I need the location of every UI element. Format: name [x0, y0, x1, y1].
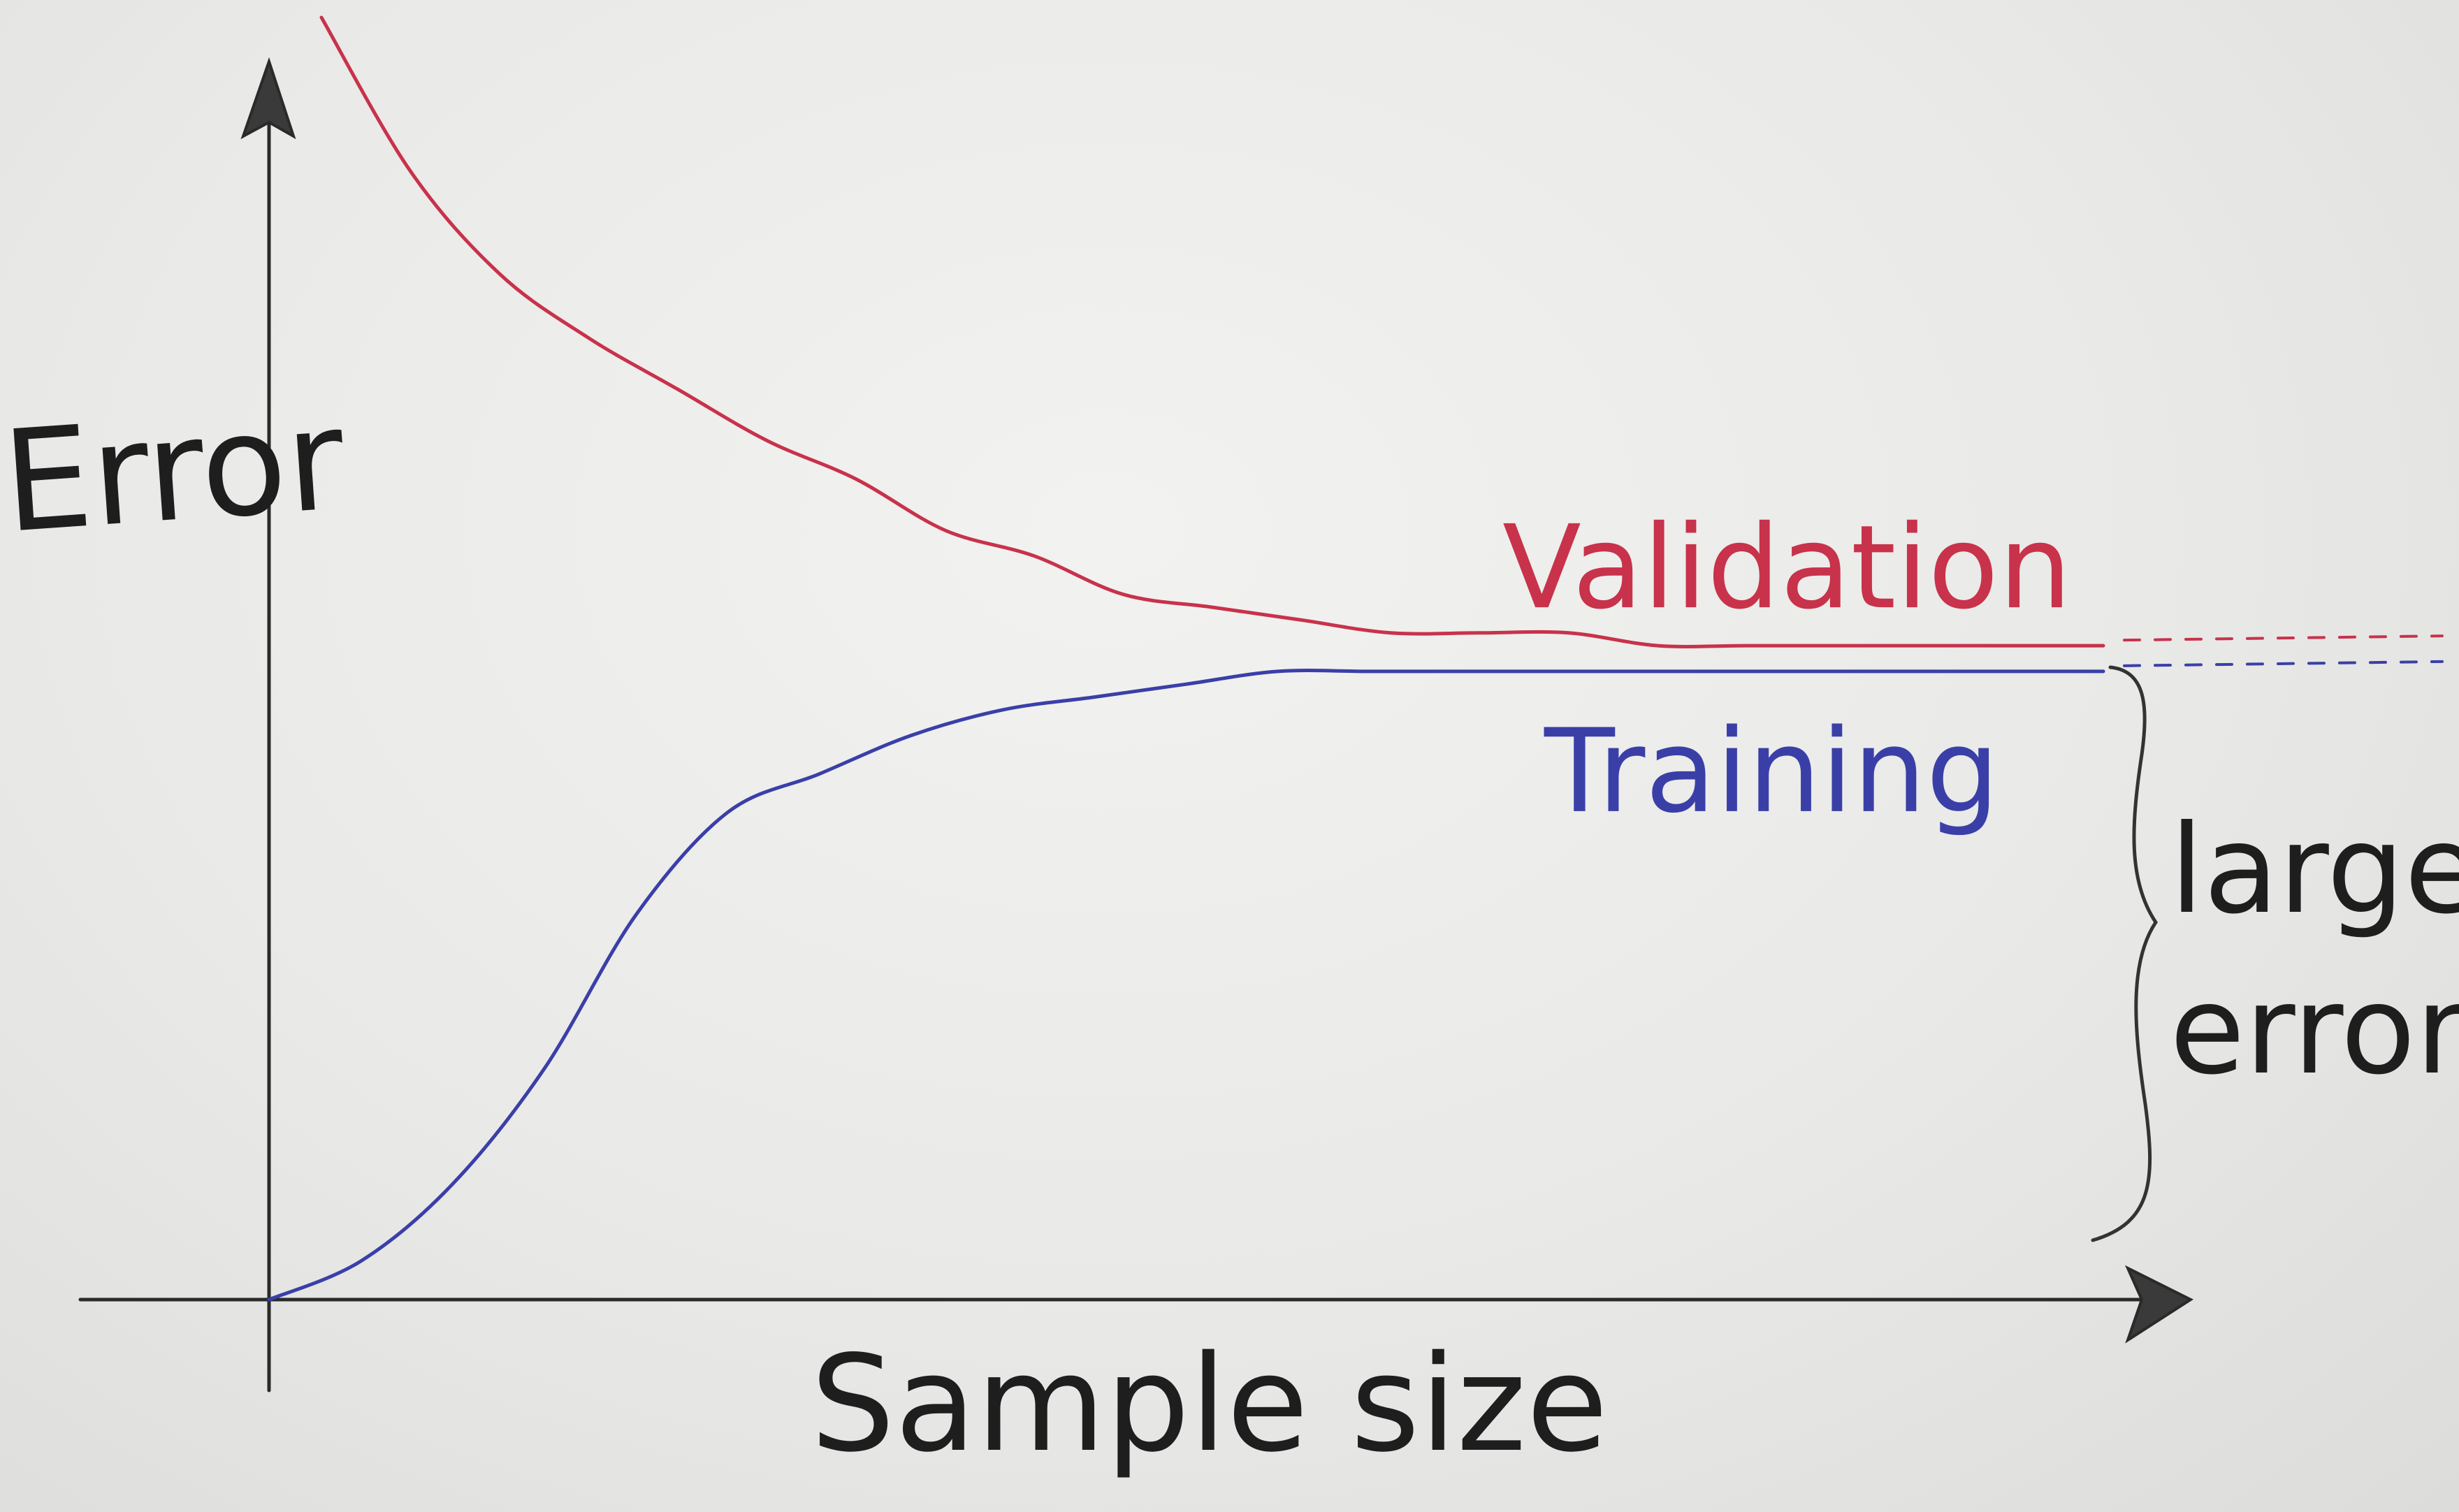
- series-line-training: [267, 669, 2105, 1302]
- series-layer: [267, 15, 2444, 1302]
- annotation-error: error: [2170, 960, 2459, 1102]
- series-extension-validation: [2123, 634, 2444, 642]
- y-axis-label: Error: [0, 378, 349, 564]
- series-label-training: Training: [1544, 704, 1999, 838]
- series-extension-training: [2123, 660, 2444, 667]
- y-axis-arrowhead: [240, 57, 296, 140]
- annotation-large: large: [2170, 799, 2459, 941]
- x-axis-label: Sample size: [811, 1327, 1608, 1481]
- axes: [78, 57, 2194, 1393]
- series-line-validation: [319, 15, 2105, 648]
- large-error-brace: [2091, 665, 2159, 1242]
- x-axis-arrowhead: [2124, 1265, 2194, 1344]
- series-label-validation: Validation: [1502, 500, 2072, 634]
